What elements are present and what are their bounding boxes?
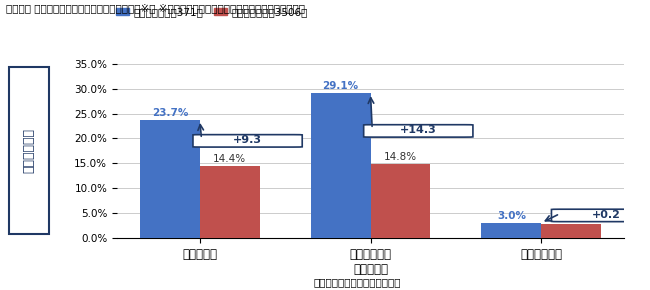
Text: +0.2: +0.2 — [592, 210, 621, 220]
Bar — [370, 164, 430, 238]
Text: 29.1%: 29.1% — [322, 81, 359, 91]
Text: （谯水タンクを備えた給湯器）: （谯水タンクを備えた給湯器） — [314, 277, 401, 287]
Text: 23.7%: 23.7% — [151, 108, 188, 118]
Text: 【囶６． 被災経験別　住宅設備の後付け設置率※】 ※住宅建築購入時ではなく、住んだ後に設置した率: 【囶６． 被災経験別 住宅設備の後付け設置率※】 ※住宅建築購入時ではなく、住ん… — [6, 3, 306, 13]
Text: 14.4%: 14.4% — [213, 154, 246, 164]
Text: 2.8%: 2.8% — [558, 212, 584, 222]
FancyBboxPatch shape — [551, 209, 650, 222]
Bar — [482, 223, 541, 238]
Text: 14.8%: 14.8% — [384, 152, 417, 162]
Bar — [311, 93, 370, 238]
Bar — [541, 224, 601, 238]
FancyBboxPatch shape — [363, 125, 473, 137]
Text: +9.3: +9.3 — [233, 135, 262, 145]
Legend: 地震被災あり（371）, 被災経験なし（3506）: 地震被災あり（371）, 被災経験なし（3506） — [112, 3, 313, 21]
Text: 後付け設置率: 後付け設置率 — [23, 128, 36, 173]
Bar — [140, 120, 200, 238]
Text: +14.3: +14.3 — [400, 125, 437, 135]
FancyBboxPatch shape — [9, 67, 49, 234]
Bar — [200, 166, 259, 238]
FancyBboxPatch shape — [193, 135, 302, 147]
Text: 3.0%: 3.0% — [497, 211, 526, 221]
